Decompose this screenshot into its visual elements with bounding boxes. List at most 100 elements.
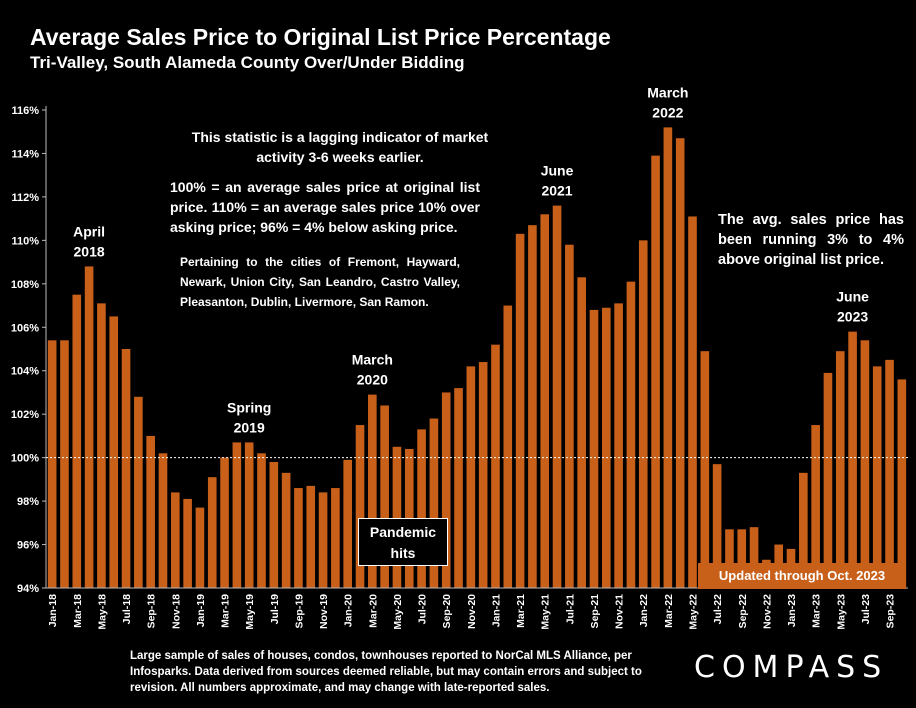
bar bbox=[835, 351, 845, 588]
bar bbox=[688, 216, 697, 589]
bar bbox=[478, 362, 488, 588]
bar bbox=[232, 442, 242, 588]
bar bbox=[343, 459, 353, 588]
bar bbox=[540, 214, 550, 589]
bar bbox=[306, 485, 316, 588]
cities-note: Pertaining to the cities of Fremont, Hay… bbox=[180, 255, 460, 309]
x-tick-label: Mar-21 bbox=[515, 594, 527, 628]
x-tick-label: Sep-23 bbox=[885, 594, 897, 629]
chart-subtitle: Tri-Valley, South Alameda County Over/Un… bbox=[30, 53, 465, 72]
y-tick-label: 110% bbox=[11, 235, 39, 247]
x-tick-label: May-20 bbox=[392, 594, 404, 630]
bar bbox=[601, 307, 611, 588]
bar bbox=[417, 429, 426, 588]
bar bbox=[651, 155, 660, 589]
x-tick-label: Jan-23 bbox=[786, 594, 798, 627]
bar-annotation: 2019 bbox=[234, 419, 265, 435]
bar bbox=[244, 442, 254, 588]
bar bbox=[885, 359, 894, 588]
bar-annotation: 2020 bbox=[357, 372, 388, 388]
x-tick-label: May-19 bbox=[244, 594, 256, 630]
bar-annotation: June bbox=[836, 289, 869, 305]
x-tick-label: Nov-22 bbox=[761, 594, 773, 629]
bar bbox=[860, 340, 870, 588]
bar bbox=[638, 240, 648, 588]
bar bbox=[281, 472, 291, 588]
bar bbox=[392, 446, 402, 588]
bar bbox=[318, 492, 328, 588]
x-tick-label: Jan-21 bbox=[490, 594, 502, 627]
bar bbox=[675, 138, 685, 588]
x-tick-label: Mar-19 bbox=[220, 594, 232, 628]
x-tick-label: Sep-21 bbox=[589, 594, 601, 629]
bar bbox=[134, 396, 143, 588]
bar-annotation: 2023 bbox=[837, 309, 868, 325]
bar bbox=[528, 225, 537, 588]
y-tick-label: 114% bbox=[11, 148, 39, 160]
y-tick-label: 96% bbox=[17, 540, 39, 552]
x-tick-label: May-23 bbox=[835, 594, 847, 630]
x-tick-label: Jan-22 bbox=[638, 594, 650, 627]
bar bbox=[712, 464, 722, 588]
bar bbox=[355, 425, 365, 588]
bar bbox=[183, 498, 192, 588]
x-tick-label: Jul-18 bbox=[121, 594, 133, 625]
x-tick-label: Jul-19 bbox=[269, 594, 281, 625]
x-tick-label: Jan-18 bbox=[47, 594, 59, 627]
y-tick-label: 108% bbox=[11, 279, 39, 291]
bar bbox=[84, 266, 94, 588]
y-tick-label: 98% bbox=[17, 496, 39, 508]
y-tick-label: 94% bbox=[17, 583, 39, 595]
bar bbox=[491, 344, 500, 588]
bar bbox=[60, 340, 69, 588]
bar-annotation: March bbox=[352, 352, 393, 368]
x-tick-label: Nov-19 bbox=[318, 594, 330, 629]
x-tick-label: Sep-18 bbox=[146, 594, 158, 629]
bar-annotation: June bbox=[541, 163, 574, 179]
x-tick-label: Sep-20 bbox=[441, 594, 453, 629]
x-tick-label: Mar-20 bbox=[367, 594, 379, 628]
x-tick-label: Nov-20 bbox=[466, 594, 478, 629]
x-tick-label: Jul-20 bbox=[417, 594, 429, 625]
bar bbox=[220, 457, 229, 588]
x-tick-label: Sep-19 bbox=[293, 594, 305, 629]
y-tick-label: 116% bbox=[11, 105, 39, 117]
bar bbox=[872, 366, 882, 588]
bar bbox=[552, 205, 562, 588]
x-tick-label: Jul-23 bbox=[860, 594, 872, 625]
y-tick-label: 112% bbox=[11, 192, 39, 204]
bar bbox=[269, 461, 279, 588]
bar bbox=[368, 394, 377, 588]
bar bbox=[589, 309, 599, 588]
compass-logo: COMPASS bbox=[694, 650, 889, 685]
bar bbox=[441, 392, 451, 588]
lagging-indicator-note: This statistic is a lagging indicator of… bbox=[191, 129, 489, 165]
bar-annotation: March bbox=[647, 84, 688, 100]
bar bbox=[195, 507, 205, 588]
y-tick-label: 104% bbox=[11, 366, 39, 378]
running-note: The avg. sales price has been running 3%… bbox=[718, 212, 904, 268]
x-tick-label: Sep-22 bbox=[737, 594, 749, 629]
bar bbox=[121, 349, 131, 588]
x-tick-label: Nov-18 bbox=[170, 594, 182, 629]
pandemic-label: Pandemic hits bbox=[358, 518, 448, 566]
bar bbox=[331, 488, 340, 588]
bar bbox=[503, 305, 513, 588]
x-tick-label: Mar-22 bbox=[663, 594, 675, 628]
x-tick-label: Jul-21 bbox=[564, 594, 576, 625]
bar bbox=[466, 366, 476, 588]
x-tick-label: Mar-18 bbox=[72, 594, 84, 628]
bar bbox=[565, 244, 574, 588]
bar bbox=[158, 453, 168, 588]
bar bbox=[109, 316, 119, 588]
bar bbox=[823, 372, 833, 588]
bar bbox=[454, 388, 463, 588]
x-tick-label: Mar-23 bbox=[811, 594, 823, 628]
bar-annotation: 2021 bbox=[541, 183, 572, 199]
y-tick-label: 106% bbox=[11, 322, 39, 334]
x-tick-label: Jan-19 bbox=[195, 594, 207, 627]
bar bbox=[626, 281, 636, 588]
bar bbox=[577, 277, 586, 588]
bar bbox=[749, 527, 759, 588]
